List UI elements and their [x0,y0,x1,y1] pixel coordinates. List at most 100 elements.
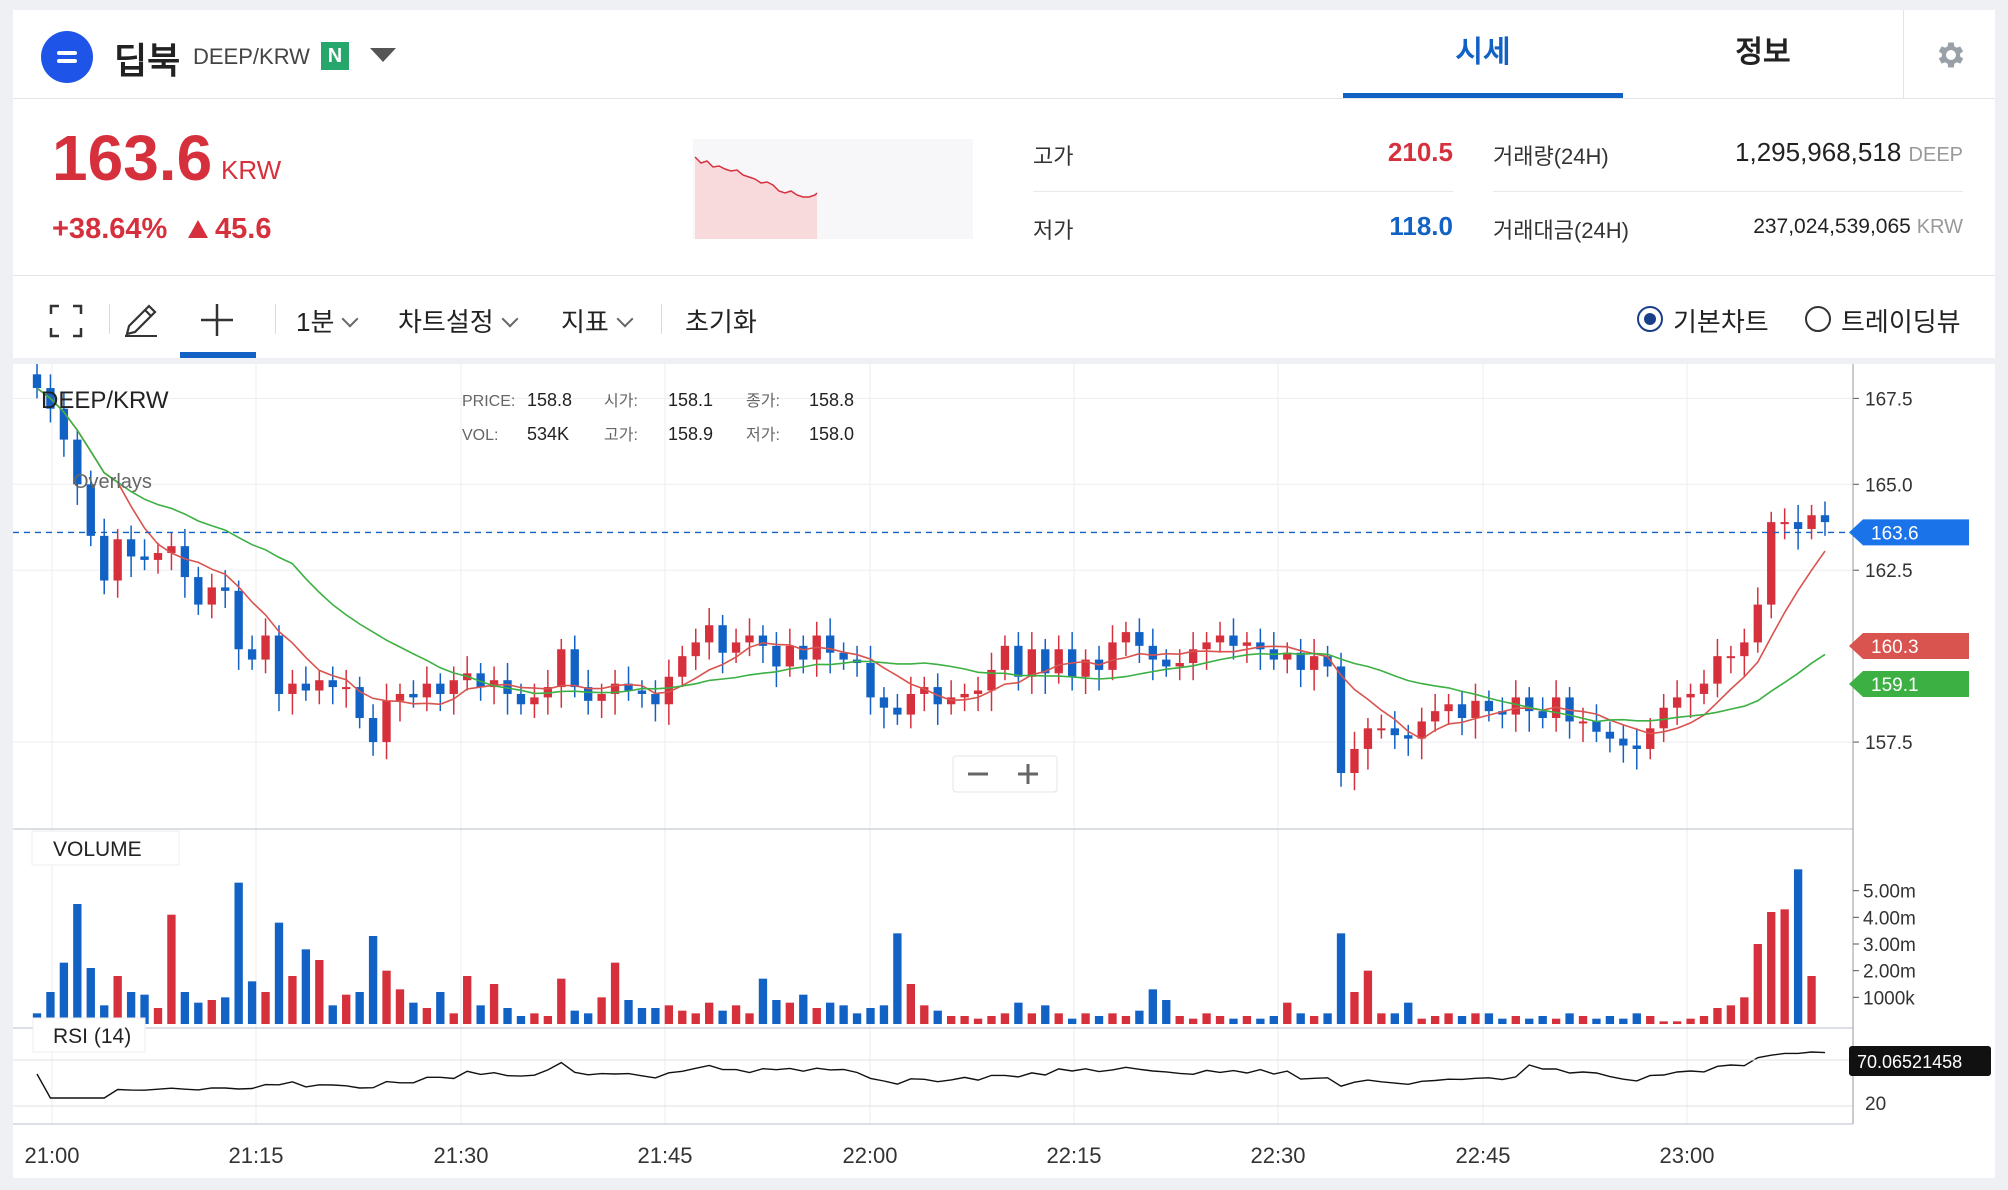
coin-name: 딥북 [114,40,181,81]
volume-bar [1350,992,1359,1024]
candle-body [1525,697,1534,712]
volume-bar [73,904,82,1024]
volume-bar [503,1008,512,1024]
candle-body [799,645,808,660]
candle-body [973,690,983,694]
volume-bar [113,976,122,1024]
candle-body [1417,721,1426,739]
volume-bar [906,984,916,1024]
candle-body [140,556,149,560]
chart-settings-menu[interactable]: 차트설정 [398,302,519,339]
volume-bar [1659,1021,1668,1024]
radio-tradingview[interactable] [1805,306,1831,332]
chart-svg[interactable]: 21:00 21:15 21:30 21:45 22:00 22:15 22:30 22:45… [13,364,1995,1178]
fullscreen-icon[interactable] [49,304,83,338]
divider [661,304,662,334]
basic-chart-label[interactable]: 기본차트 [1673,307,1769,337]
price-unit: KRW [221,155,282,185]
volume-bar [1363,970,1373,1024]
tradingview-label[interactable]: 트레이딩뷰 [1841,307,1961,337]
price-axis-tick: 162.5 [1865,561,1913,582]
volume-bar [1740,997,1749,1024]
volume-bar [610,962,620,1024]
volume-bar [328,1005,337,1024]
candle-body [449,680,458,694]
chart-area[interactable]: 21:00 21:15 21:30 21:45 22:00 22:15 22:30 22:45… [13,364,1995,1178]
interval-select[interactable]: 1분 [296,302,359,339]
volume-bar [1296,1013,1305,1024]
candle-body [355,687,364,719]
volume-bar [221,997,230,1024]
volume-bar [1108,1013,1117,1024]
volume-bar [274,922,284,1024]
volume-bar [86,968,95,1024]
candle-body [1404,735,1413,739]
candle-body [879,697,889,708]
legend-vol: 534K [527,424,569,444]
reset-button[interactable]: 초기화 [685,307,757,337]
volume-bar [409,1002,418,1024]
candle-body [1148,645,1157,660]
volume-bar [879,1005,889,1024]
volume-bar [1444,1013,1453,1024]
chart-toolbar: 1분 차트설정 지표 초기화 기본차트 트레이딩뷰 [13,276,1995,364]
candle-body [503,680,512,694]
volume-bar [987,1016,996,1024]
amount-24h: 237,024,539,065 KRW [1613,215,1963,239]
candle-body [584,687,593,701]
candle-body [1471,700,1480,719]
volume-axis-tick: 1000k [1863,988,1915,1009]
price-axis-tick: 157.5 [1865,733,1913,754]
candle-body [705,625,714,643]
volume-bar [126,992,136,1024]
candle-body [221,587,230,591]
volume-bar [301,949,311,1024]
volume-bar [1081,1013,1090,1024]
candle-body [758,635,768,646]
high-label: 고가 [1033,144,1074,169]
tab-info[interactable]: 정보 [1735,36,1791,69]
volume-value: 1,295,968,518 [1735,137,1902,167]
candle-body [1605,731,1615,739]
candle-body [274,635,284,694]
volume-bar [395,989,405,1024]
candle-body [247,649,257,660]
volume-bar [852,1013,862,1024]
volume-bar [516,1016,526,1024]
candle-body [382,700,391,743]
candle-body [1457,704,1467,719]
settings-button[interactable] [1903,10,1996,98]
volume-bar [772,1000,781,1024]
candle-body [610,683,620,694]
candle-body [1430,711,1440,722]
zoom-controls [952,755,1058,793]
candle-body [1686,693,1695,698]
volume-bar [664,1005,674,1024]
mini-chart-area [695,157,817,239]
ma-long-tag: 159.1 [1871,675,1919,696]
price-axis-tick: 165.0 [1865,475,1913,496]
candle-body [395,693,405,701]
volume-bar [543,1016,553,1024]
x-axis-tick: 21:45 [637,1143,692,1168]
candle-body [987,669,996,691]
candle-body [1256,642,1265,650]
candle-body [745,635,754,643]
current-price: 163.6 [52,122,213,194]
candle-body [664,676,674,705]
pencil-icon[interactable] [121,300,161,340]
zoom-in-button[interactable] [1018,764,1038,784]
volume-bar [1525,1018,1534,1024]
tab-price[interactable]: 시세 [1343,10,1623,98]
candle-body [1323,656,1332,667]
volume-bar [973,1018,983,1024]
chevron-down-icon[interactable] [370,48,396,62]
indicators-menu[interactable]: 지표 [561,302,634,339]
crosshair-icon[interactable] [199,302,235,338]
radio-basic-chart[interactable] [1637,306,1663,332]
volume-bar [785,1002,795,1024]
legend-high: 158.9 [668,424,713,444]
candle-body [1309,656,1319,670]
candle-body [301,683,311,691]
x-axis-tick: 22:15 [1046,1143,1101,1168]
